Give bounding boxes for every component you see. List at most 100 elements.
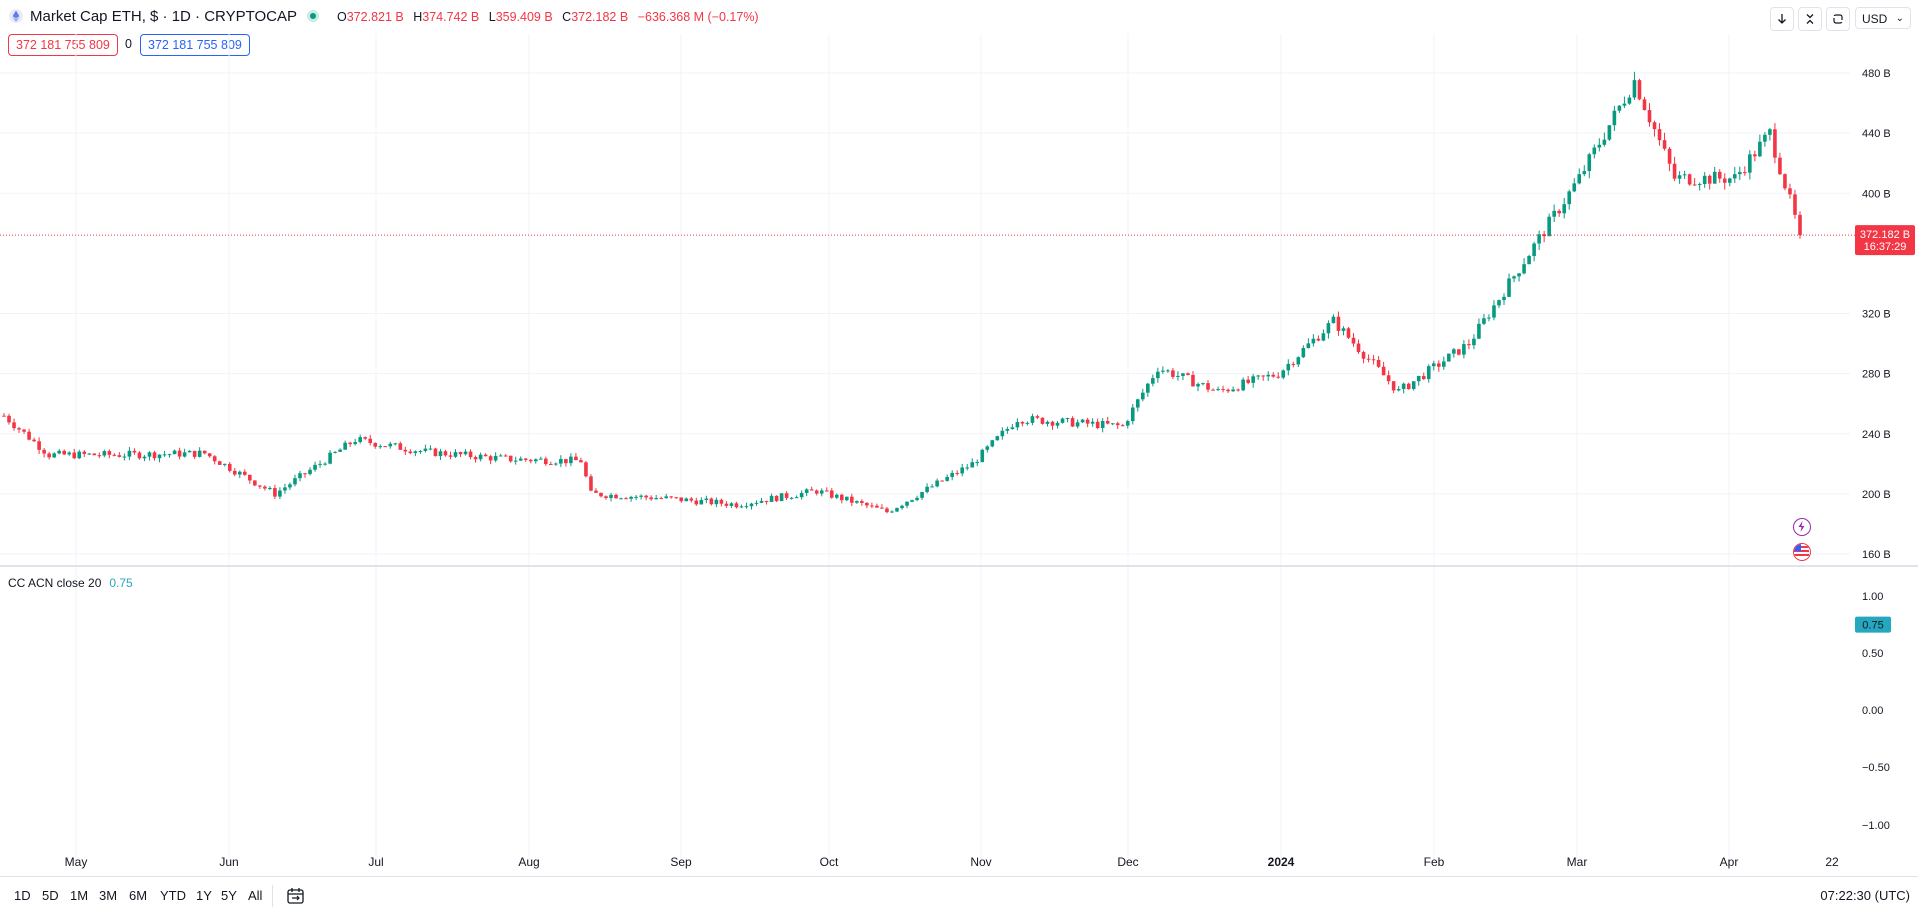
currency-select[interactable]: USD ⌄ bbox=[1855, 7, 1911, 29]
collapse-icon[interactable] bbox=[1798, 7, 1822, 31]
candle bbox=[1080, 418, 1085, 424]
candle-body bbox=[549, 464, 553, 466]
range-3m-button[interactable]: 3M bbox=[99, 888, 118, 903]
candle bbox=[132, 448, 137, 455]
candle-body bbox=[1196, 383, 1200, 387]
candle-body bbox=[880, 507, 884, 509]
market-status-icon[interactable] bbox=[307, 10, 319, 22]
candle bbox=[403, 446, 408, 455]
candle bbox=[1045, 420, 1050, 427]
range-ytd-button[interactable]: YTD bbox=[160, 888, 186, 903]
candle bbox=[1406, 382, 1411, 390]
candle bbox=[1497, 299, 1501, 308]
range-1y-button[interactable]: 1Y bbox=[196, 888, 212, 903]
candle bbox=[1171, 367, 1175, 380]
candle bbox=[1176, 371, 1180, 381]
candle-body bbox=[1256, 375, 1260, 377]
candle bbox=[528, 458, 533, 464]
candle-body bbox=[458, 452, 463, 455]
candle-body bbox=[599, 492, 603, 497]
candle bbox=[428, 445, 433, 451]
candle-body bbox=[875, 505, 879, 508]
range-6m-button[interactable]: 6M bbox=[129, 888, 148, 903]
candle-body bbox=[975, 462, 980, 464]
range-5d-button[interactable]: 5D bbox=[42, 888, 59, 903]
candle bbox=[1331, 314, 1336, 324]
us-flag-icon[interactable] bbox=[1793, 543, 1811, 561]
candle bbox=[714, 497, 719, 508]
range-1m-button[interactable]: 1M bbox=[70, 888, 89, 903]
sell-price-button[interactable]: 372 181 755 809 bbox=[8, 34, 118, 56]
utc-clock[interactable]: 07:22:30 (UTC) bbox=[1820, 888, 1910, 903]
candle bbox=[1000, 427, 1005, 440]
candle-body bbox=[1507, 278, 1511, 297]
candle bbox=[1467, 339, 1471, 350]
candle-body bbox=[900, 505, 904, 509]
range-1d-button[interactable]: 1D bbox=[14, 888, 31, 903]
candle bbox=[1015, 418, 1020, 431]
candle-body bbox=[1246, 379, 1250, 383]
candle bbox=[77, 449, 82, 460]
candle-body bbox=[423, 448, 428, 451]
ohlc-close-value: 372.182 B bbox=[571, 10, 629, 24]
calendar-range-icon[interactable] bbox=[286, 887, 306, 905]
refresh-icon[interactable] bbox=[1826, 7, 1850, 31]
candle-body bbox=[1687, 174, 1692, 185]
range-all-button[interactable]: All bbox=[248, 888, 263, 903]
arrow-down-icon[interactable] bbox=[1770, 7, 1794, 31]
lightning-icon[interactable] bbox=[1793, 518, 1811, 536]
candle bbox=[965, 464, 970, 471]
candle bbox=[1647, 103, 1652, 127]
candle-body bbox=[1151, 378, 1155, 384]
candle-body bbox=[649, 497, 653, 500]
candle-body bbox=[1391, 381, 1396, 391]
candle bbox=[925, 483, 929, 494]
candle bbox=[1371, 354, 1376, 365]
candle-body bbox=[634, 496, 638, 498]
candle-body bbox=[1130, 407, 1135, 422]
candle bbox=[669, 496, 674, 499]
candle-body bbox=[343, 442, 347, 450]
time-axis-label: Dec bbox=[1117, 855, 1138, 869]
time-axis-label: Sep bbox=[670, 855, 692, 869]
candle-body bbox=[1572, 183, 1577, 192]
candle bbox=[905, 501, 909, 509]
candle bbox=[1717, 169, 1722, 183]
candle bbox=[318, 460, 322, 468]
candle bbox=[1622, 96, 1627, 109]
candle-body bbox=[1301, 348, 1306, 358]
ohlc-high-value: 374.742 B bbox=[422, 10, 480, 24]
candle bbox=[47, 451, 51, 460]
candle-body bbox=[182, 452, 187, 457]
candle bbox=[1221, 385, 1225, 393]
candle bbox=[930, 484, 934, 488]
candle-body bbox=[388, 443, 393, 447]
candle-body bbox=[834, 494, 839, 498]
candle bbox=[243, 469, 247, 476]
candle bbox=[1482, 314, 1486, 326]
indicator-axis: 1.00 0.50 0.00 −0.50 −1.00 bbox=[1862, 591, 1890, 832]
candle-body bbox=[1125, 421, 1130, 426]
candle-body bbox=[985, 446, 990, 450]
candle-body bbox=[258, 485, 262, 487]
candle bbox=[1697, 182, 1702, 191]
candle-body bbox=[283, 487, 287, 491]
candle-body bbox=[614, 494, 618, 499]
candle bbox=[774, 495, 779, 503]
candle bbox=[1592, 144, 1597, 159]
candle-body bbox=[92, 453, 97, 456]
candle-body bbox=[142, 456, 147, 459]
candle bbox=[1256, 374, 1260, 380]
buy-price-button[interactable]: 372 181 755 809 bbox=[140, 34, 250, 56]
candle bbox=[1306, 338, 1311, 349]
candle bbox=[1321, 329, 1326, 342]
candle bbox=[1748, 150, 1752, 180]
indicator-legend[interactable]: CC ACN close 20 0.75 bbox=[8, 576, 133, 590]
candle-body bbox=[538, 458, 543, 460]
price-chart[interactable]: 480 B 440 B 400 B 320 B 280 B 240 B 200 B 160 B… bbox=[0, 0, 1918, 876]
candle-body bbox=[268, 488, 272, 490]
symbol-title[interactable]: Market Cap ETH, $ · 1D · CRYPTOCAP bbox=[30, 8, 298, 25]
candle bbox=[544, 456, 548, 466]
candle bbox=[739, 504, 744, 509]
range-5y-button[interactable]: 5Y bbox=[221, 888, 237, 903]
